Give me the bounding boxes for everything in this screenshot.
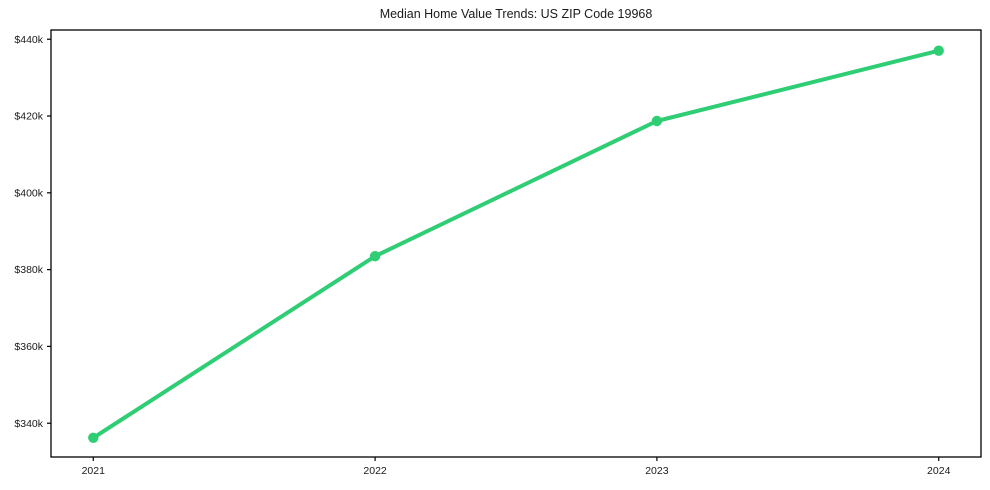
x-axis-tick-label: 2021 xyxy=(82,465,106,477)
plot-frame xyxy=(50,29,982,458)
data-point-marker xyxy=(369,251,381,262)
plot-frame-layer xyxy=(50,29,982,458)
data-point-marker xyxy=(88,432,99,443)
y-axis-tick-label: $400k xyxy=(14,187,43,199)
data-series-layer xyxy=(88,45,944,443)
y-axis-tick-label: $420k xyxy=(14,111,43,123)
chart-title: Median Home Value Trends: US ZIP Code 19… xyxy=(380,7,653,21)
y-axis-tick-label: $360k xyxy=(14,341,43,353)
x-axis-tick-label: 2024 xyxy=(927,465,951,477)
x-axis-tick-label: 2022 xyxy=(363,465,387,477)
x-axis-tick-label: 2023 xyxy=(645,465,669,477)
trend-line xyxy=(91,48,941,440)
axis-tick-layer: $340k $360k $380k $400k $420k $440k 2021 2022 20… xyxy=(14,34,950,477)
y-axis-tick-label: $380k xyxy=(14,264,43,276)
y-axis-tick-label: $340k xyxy=(14,418,43,430)
y-axis-tick-label: $440k xyxy=(14,34,43,46)
data-point-marker xyxy=(933,45,944,56)
data-point-marker xyxy=(651,115,663,127)
